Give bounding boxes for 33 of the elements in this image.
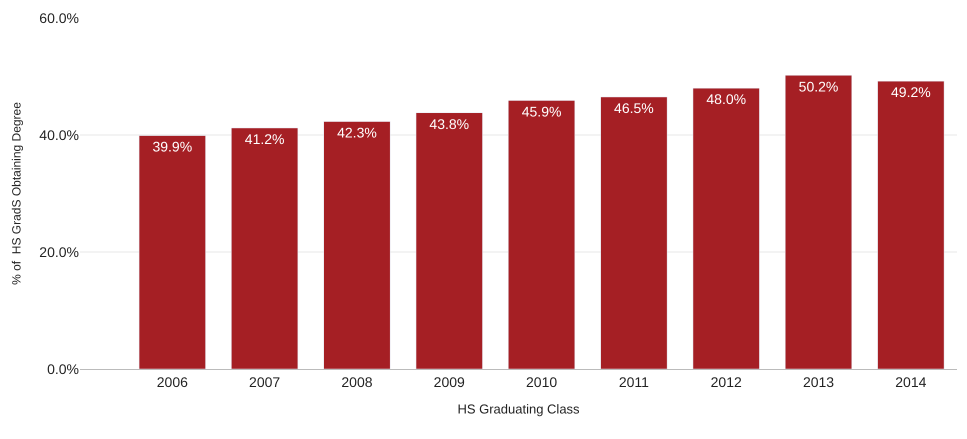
bar xyxy=(416,112,483,369)
x-tick-label: 2011 xyxy=(618,374,650,390)
data-label: 39.9% xyxy=(152,138,192,155)
x-tick-label: 2007 xyxy=(249,374,280,390)
data-label: 48.0% xyxy=(706,91,746,108)
x-tick-label: 2006 xyxy=(156,374,188,390)
data-label: 46.5% xyxy=(614,100,654,116)
data-label: 42.3% xyxy=(337,124,377,141)
data-label: 41.2% xyxy=(244,130,284,147)
x-tick-label: 2012 xyxy=(710,374,742,390)
data-label: 45.9% xyxy=(522,103,562,120)
y-tick-label: 40.0% xyxy=(39,126,79,143)
bar xyxy=(785,75,852,369)
x-tick-label: 2014 xyxy=(895,374,927,390)
x-tick-label: 2013 xyxy=(802,374,834,390)
x-axis-title: HS Graduating Class xyxy=(457,401,580,416)
bar xyxy=(231,128,298,369)
bar xyxy=(600,96,668,369)
x-tick-label: 2008 xyxy=(341,374,373,390)
y-tick-label: 20.0% xyxy=(39,244,79,260)
y-tick-label: 0.0% xyxy=(47,360,79,377)
bar xyxy=(323,121,390,369)
bar xyxy=(877,80,944,369)
data-label: 49.2% xyxy=(890,84,931,100)
bar xyxy=(138,135,206,369)
x-tick-label: 2009 xyxy=(434,374,466,390)
y-axis-title: % of HS GradS Obtaining Degree xyxy=(10,102,24,285)
x-tick-label: 2010 xyxy=(526,374,558,390)
bar xyxy=(508,100,576,369)
data-label: 43.8% xyxy=(429,116,470,132)
y-tick-label: 60.0% xyxy=(39,10,79,26)
data-label: 50.2% xyxy=(798,78,838,94)
bar xyxy=(692,88,760,369)
